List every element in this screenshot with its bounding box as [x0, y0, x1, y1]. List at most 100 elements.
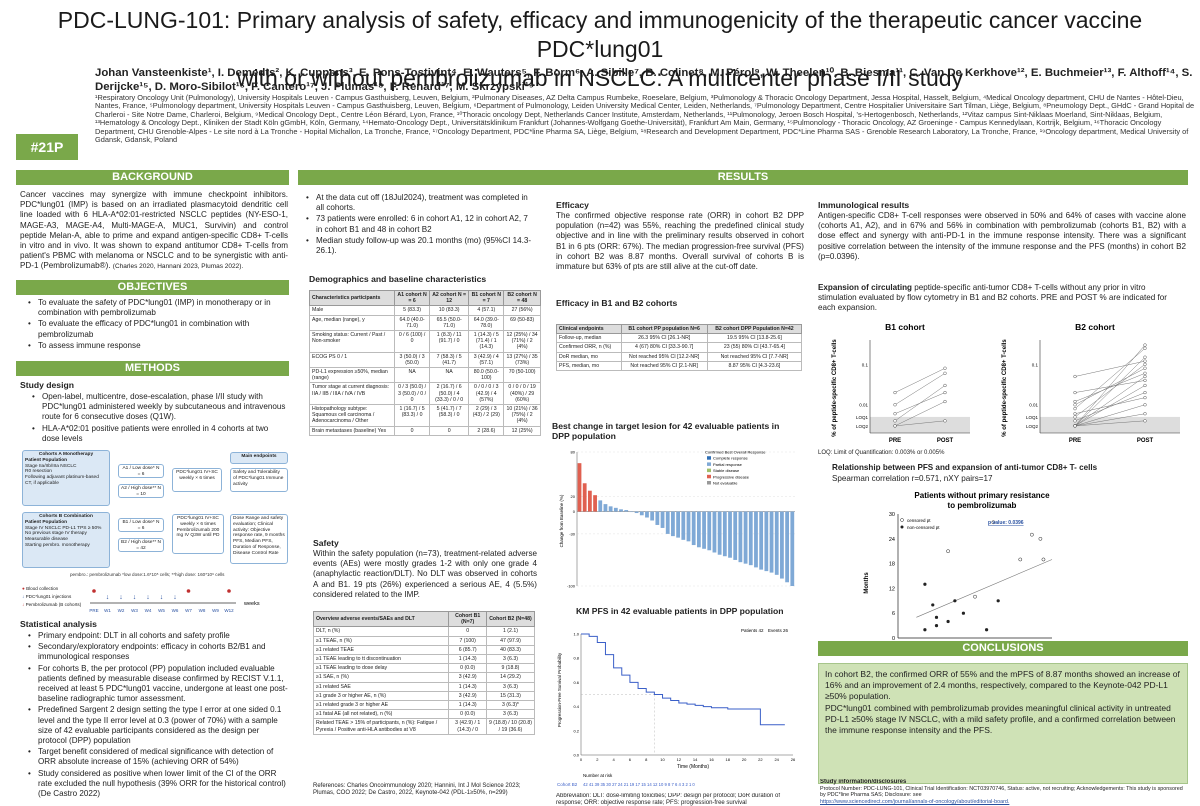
legend-swatch: [707, 468, 711, 473]
pre-point: [1073, 407, 1077, 411]
arm-a2-box: A2 / High dose** N = 10: [118, 484, 164, 498]
waterfall-tick-label: -30: [569, 531, 576, 536]
table-cell: 1 (14.3): [448, 700, 487, 711]
b2-lines: [1073, 343, 1147, 428]
table-row: ≥1 related grade 3 or higher AE 1 (14.3) 3…: [312, 700, 536, 711]
scatter-y-tick: 24: [889, 537, 895, 543]
patient-line: [1074, 360, 1146, 377]
table-cell: 2 (28.6): [468, 425, 505, 436]
post-point: [1143, 355, 1147, 359]
timeline-label: W1: [104, 608, 111, 613]
table-cell: 4 (67) 80% CI [33.3-90.7]: [620, 342, 708, 353]
noncensored-point: [934, 624, 939, 628]
km-x-tick: 2: [596, 757, 599, 762]
table-cell: 40 (83.3): [485, 644, 536, 656]
noncensored-point: [984, 628, 989, 632]
waterfall-bar: [728, 511, 732, 558]
cohort-b-box: Cohorts B Combination Patient Population…: [22, 512, 110, 568]
table-row: ≥1 related SAE 1 (14.3) 3 (6.3): [312, 681, 536, 692]
table-cell: 3 (6.3): [485, 709, 536, 720]
loq-band: [870, 416, 970, 433]
study-design-title: Study design: [20, 380, 74, 390]
km-x-tick: 22: [758, 757, 763, 762]
table-cell: 19.5 95% CI [13.8-25.6]: [706, 333, 803, 344]
results-item: 73 patients were enrolled: 6 in cohort A…: [304, 214, 532, 234]
y-tick: 0.1: [1032, 362, 1039, 367]
stats-item: Primary endpoint: DLT in all cohorts and…: [26, 631, 288, 641]
table-header-cell: Characteristics participants: [308, 289, 396, 307]
demographics-table: Characteristics participants A1 cohort N …: [308, 289, 541, 436]
blood-drop-icon: [227, 589, 231, 593]
results-item: At the data cut off (18Jul2024), treatme…: [304, 193, 532, 213]
timeline-label: W9: [212, 608, 219, 613]
b1-lines: [893, 366, 947, 428]
blood-drop-icon: [92, 589, 96, 593]
timeline-label: W2: [118, 608, 125, 613]
patient-line: [894, 420, 946, 427]
censored-point: [946, 549, 950, 554]
table-cell: 1 (14.3): [448, 654, 487, 665]
table-cell: ≥1 SAE, n (%): [312, 672, 450, 683]
y-tick: 0.01: [1029, 403, 1038, 408]
legend-swatch: [707, 474, 711, 479]
table-cell: Not reached 95% CI [7.7-NR]: [706, 351, 803, 362]
stats-item: For cohorts B, the per protocol (PP) pop…: [26, 664, 288, 705]
results-heading: RESULTS: [298, 170, 1188, 185]
corr-sub: Spearman correlation r=0.571, nXY pairs=…: [832, 474, 993, 483]
km-at-risk: 42 41 39 35 30 27 24 21 19 17 15 14 12 1…: [583, 782, 695, 787]
table-cell: 10 (21%) / 36 (75%) / 2 (4%): [503, 404, 541, 427]
table-row: Smoking status: Current / Past / Non-smo…: [308, 330, 541, 353]
background-body: Cancer vaccines may synergize with immun…: [20, 190, 288, 271]
noncensored-point: [996, 599, 1000, 603]
waterfall-bar: [577, 463, 582, 512]
b1-ylabel: % of peptide-specific CD8+ T-cells: [832, 339, 838, 437]
cohort-a-title: Cohorts A Monotherapy: [38, 452, 94, 457]
ae-table: Overview adverse events/SAEs and DLT Coho…: [312, 610, 536, 735]
waterfall-bar: [598, 500, 603, 512]
table-cell: 3 (42.9) / 1 (14.3) / 0: [448, 718, 487, 735]
km-x-tick: 12: [677, 757, 682, 762]
table-row: DLT, n (%) 0 1 (2.1): [312, 626, 536, 637]
waterfall-bar: [722, 511, 727, 557]
scatter-y-tick: 6: [892, 611, 895, 617]
pre-point: [1073, 399, 1077, 404]
footer-link[interactable]: https://www.sciencedirect.com/journal/an…: [820, 798, 1010, 805]
patient-line: [1074, 404, 1146, 427]
results-bullets: At the data cut off (18Jul2024), treatme…: [304, 193, 532, 257]
post-point: [1143, 419, 1147, 423]
waterfall-bar: [619, 509, 623, 512]
waterfall-axis: -100 -30 0 20 80: [567, 450, 795, 589]
table-cell: 8.87 95% CI [4.3-23.6]: [706, 360, 803, 372]
pre-point: [893, 419, 897, 423]
km-y-tick: 0.0: [573, 753, 579, 758]
table-header-cell: Cohort B1 (N=7): [448, 610, 487, 628]
table-cell: DoR median, mo: [556, 351, 622, 362]
waterfall-bar: [676, 511, 681, 538]
table-cell: 9 (18.8) / 10 (20.8) / 19 (36.6): [485, 718, 536, 735]
noncensored-point: [923, 582, 927, 586]
design-item: HLA-A*02:01 positive patients were enrol…: [30, 424, 288, 444]
table-cell: 69 (50-83): [503, 314, 541, 332]
noncensored-point: [923, 628, 927, 632]
injection-arrow-icon: ↓: [173, 594, 177, 601]
scatter-points: [923, 520, 1046, 632]
table-cell: 2 (16.7) / 6 (50.0) / 4 (33.3) / 0 / 0: [428, 382, 470, 406]
km-x-tick: 26: [791, 757, 796, 762]
waterfall-chart: Change from Baseline (%) -100 -30 0 20 80 Co…: [559, 450, 795, 589]
table-cell: Male: [308, 305, 396, 316]
arm-b2-box: B2 / High dose** N = 42: [118, 538, 164, 552]
imp-b-box: PDC*lung01 IV+SC weekly × 6 times Pembro…: [172, 514, 224, 554]
timeline-label: W6: [172, 608, 179, 613]
km-y-tick: 1.0: [573, 632, 579, 637]
table-cell: Histopathology subtype: Squamous cell ca…: [308, 404, 396, 427]
table-cell: 65.5 (50.0-71.0): [428, 314, 470, 332]
waterfall-bar: [613, 507, 618, 512]
affiliations: ¹Respiratory Oncology Unit (Pulmonology)…: [95, 93, 1195, 145]
efficacy-table: Clinical endpoints B1 cohort PP populatio…: [556, 323, 803, 372]
table-cell: Smoking status: Current / Past / Non-smo…: [308, 330, 396, 353]
waterfall-bar: [634, 511, 639, 514]
waterfall-bar: [769, 511, 774, 573]
stats-item: Secondary/exploratory endpoints: efficac…: [26, 642, 288, 662]
waterfall-bar: [733, 511, 738, 560]
